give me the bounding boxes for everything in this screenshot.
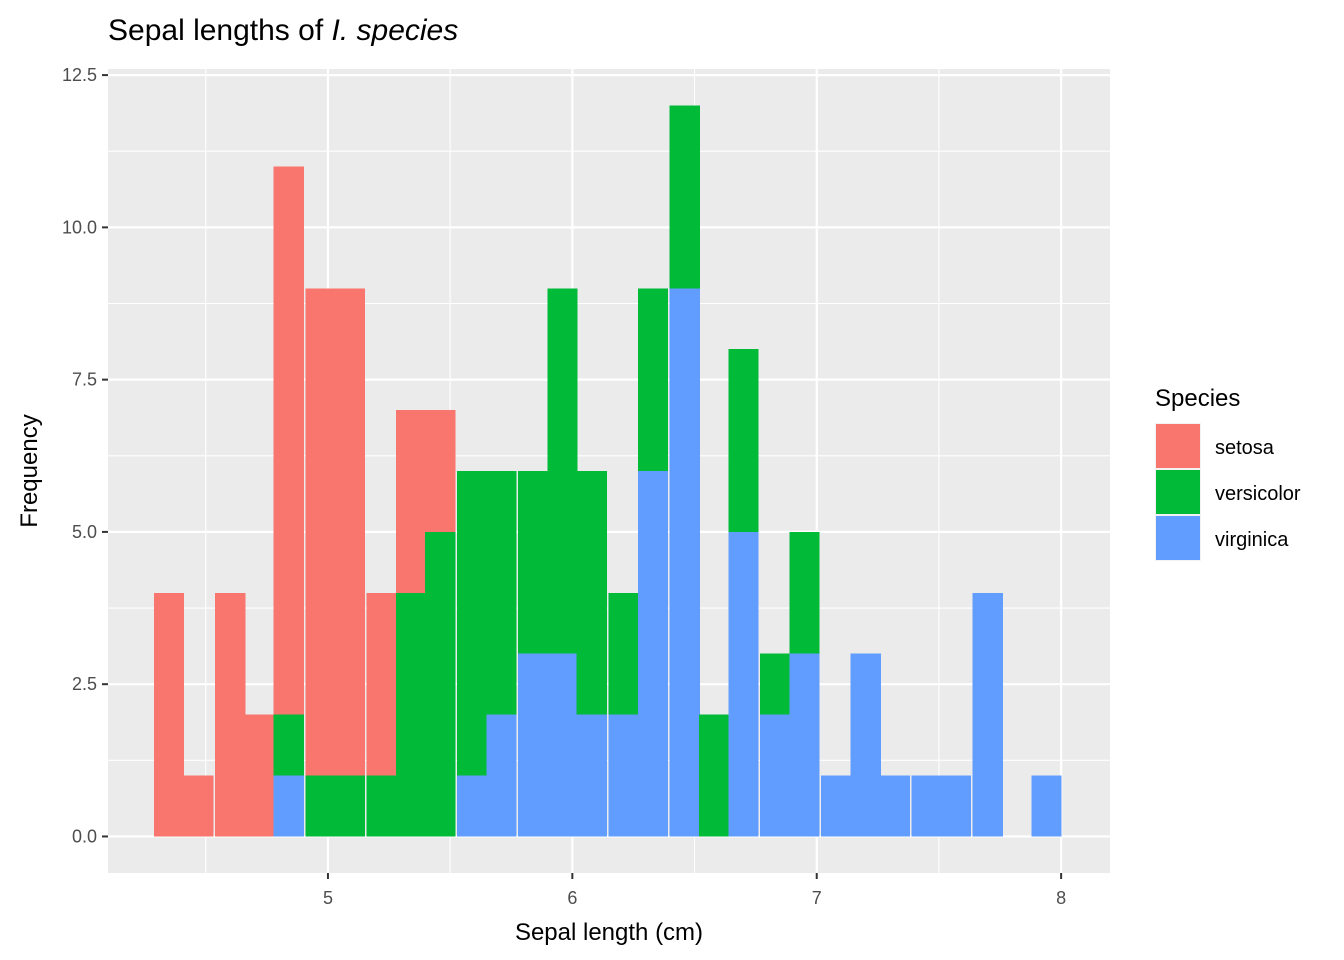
bar-virginica <box>972 592 1003 837</box>
bar-virginica <box>486 714 517 837</box>
bar-versicolor <box>273 714 305 776</box>
bar-virginica <box>1031 775 1062 837</box>
y-tick-label: 10.0 <box>62 217 97 237</box>
bar-virginica <box>669 288 700 837</box>
bar-virginica <box>940 775 972 837</box>
bar-setosa <box>153 592 185 837</box>
bar-versicolor <box>305 775 336 837</box>
bar-versicolor <box>760 653 791 715</box>
legend-key-virginica <box>1156 516 1200 560</box>
bar-versicolor <box>637 288 669 471</box>
bar-versicolor <box>518 471 549 654</box>
bar-versicolor <box>789 531 820 654</box>
x-axis-title: Sepal length (cm) <box>515 919 703 946</box>
chart-title: Sepal lengths of I. species <box>108 14 458 47</box>
bar-virginica <box>547 653 578 837</box>
y-tick-label: 2.5 <box>72 674 97 694</box>
bar-versicolor <box>456 471 488 776</box>
bar-setosa <box>366 592 397 776</box>
chart-title-prefix: Sepal lengths of <box>108 14 332 47</box>
bar-virginica <box>911 775 942 837</box>
bar-setosa <box>215 592 246 837</box>
bar-versicolor <box>486 471 517 715</box>
legend-key-setosa <box>1156 424 1200 468</box>
bars <box>153 105 1062 837</box>
bar-virginica <box>637 471 669 837</box>
bar-virginica <box>728 531 759 837</box>
bar-setosa <box>395 410 427 593</box>
x-axis: 5 6 7 8 <box>323 873 1066 908</box>
legend-key-versicolor <box>1156 470 1200 514</box>
bar-versicolor <box>547 288 578 654</box>
bar-virginica <box>789 653 820 837</box>
x-tick-label: 8 <box>1056 888 1066 908</box>
bar-virginica <box>821 775 852 837</box>
x-tick-label: 6 <box>567 888 577 908</box>
bar-setosa <box>305 288 336 776</box>
bar-versicolor <box>669 105 700 289</box>
bar-versicolor <box>576 471 608 715</box>
bar-versicolor <box>425 531 456 837</box>
legend-label-versicolor: versicolor <box>1215 483 1301 505</box>
y-tick-label: 12.5 <box>62 65 97 85</box>
legend-label-virginica: virginica <box>1215 529 1289 551</box>
y-tick-label: 0.0 <box>72 826 97 846</box>
bar-setosa <box>334 288 366 776</box>
bar-versicolor <box>395 592 427 837</box>
chart-title-italic: I. species <box>332 14 459 47</box>
bar-versicolor <box>608 592 639 715</box>
x-tick-label: 7 <box>812 888 822 908</box>
bar-virginica <box>273 775 305 837</box>
bar-virginica <box>608 714 639 837</box>
y-axis: 0.0 2.5 5.0 7.5 10.0 12.5 <box>62 65 108 846</box>
bar-versicolor <box>728 349 759 532</box>
bar-setosa <box>425 410 456 532</box>
bar-versicolor <box>698 714 730 837</box>
bar-virginica <box>879 775 911 837</box>
bar-virginica <box>576 714 608 837</box>
bar-virginica <box>760 714 791 837</box>
bar-versicolor <box>334 775 366 837</box>
y-tick-label: 7.5 <box>72 370 97 390</box>
bar-versicolor <box>366 775 397 837</box>
bar-setosa <box>244 714 275 837</box>
bar-setosa <box>183 775 214 837</box>
y-tick-label: 5.0 <box>72 522 97 542</box>
bar-virginica <box>456 775 488 837</box>
legend-title: Species <box>1155 385 1240 412</box>
bar-virginica <box>518 653 549 837</box>
x-tick-label: 5 <box>323 888 333 908</box>
legend-label-setosa: setosa <box>1215 437 1275 459</box>
legend: Species setosa versicolor virginica <box>1155 385 1301 561</box>
y-axis-title: Frequency <box>16 414 43 527</box>
bar-virginica <box>850 653 881 837</box>
bar-setosa <box>273 166 305 715</box>
